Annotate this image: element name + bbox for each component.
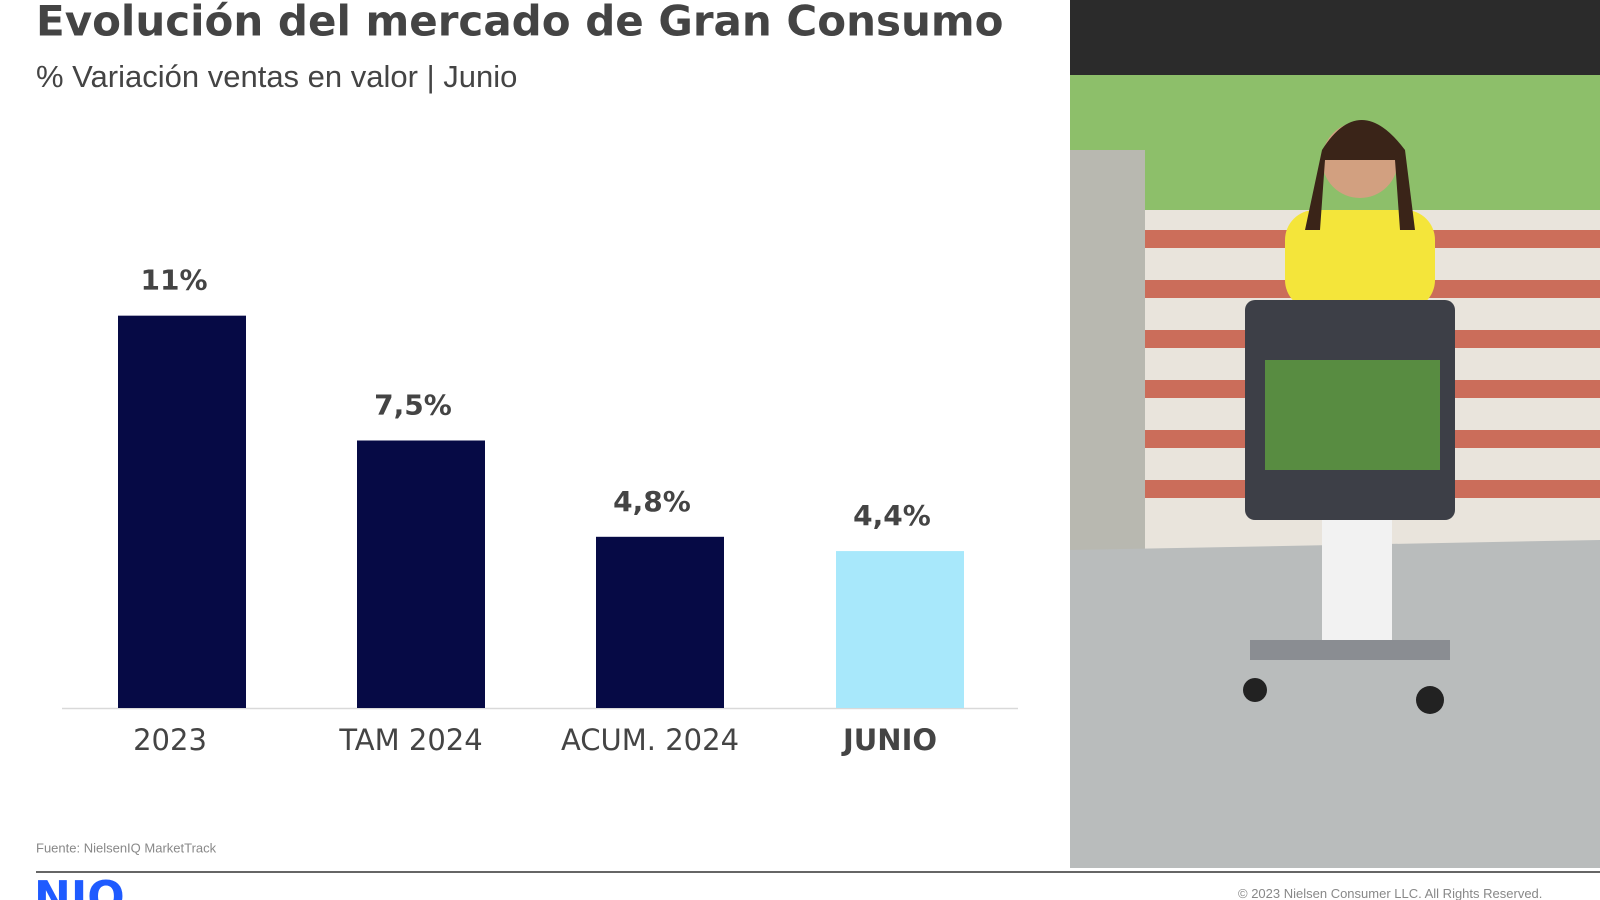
value-label: 11% bbox=[140, 264, 207, 297]
source: Fuente: NielsenIQ MarketTrack bbox=[36, 840, 217, 855]
chart-subtitle: % Variación ventas en valor | Junio bbox=[36, 59, 517, 94]
plot: 11% 2023 7,5% TAM 2024 4,8% ACUM. 2024 4,4% JUN… bbox=[118, 264, 964, 757]
x-tick-label: JUNIO bbox=[841, 723, 937, 757]
x-tick-label: 2023 bbox=[133, 723, 207, 757]
bar bbox=[836, 551, 964, 708]
bar bbox=[118, 315, 246, 708]
store-photo bbox=[1070, 0, 1600, 868]
bar bbox=[357, 440, 485, 708]
x-tick-label: ACUM. 2024 bbox=[561, 723, 739, 757]
x-tick-label: TAM 2024 bbox=[338, 723, 482, 757]
copyright: © 2023 Nielsen Consumer LLC. All Rights … bbox=[1238, 886, 1542, 900]
chart-title: Evolución del mercado de Gran Consumo bbox=[36, 0, 1004, 46]
value-label: 4,8% bbox=[613, 485, 691, 518]
bar bbox=[596, 536, 724, 708]
logo: NIQ bbox=[34, 872, 125, 900]
value-label: 7,5% bbox=[374, 389, 452, 422]
value-label: 4,4% bbox=[853, 499, 931, 532]
